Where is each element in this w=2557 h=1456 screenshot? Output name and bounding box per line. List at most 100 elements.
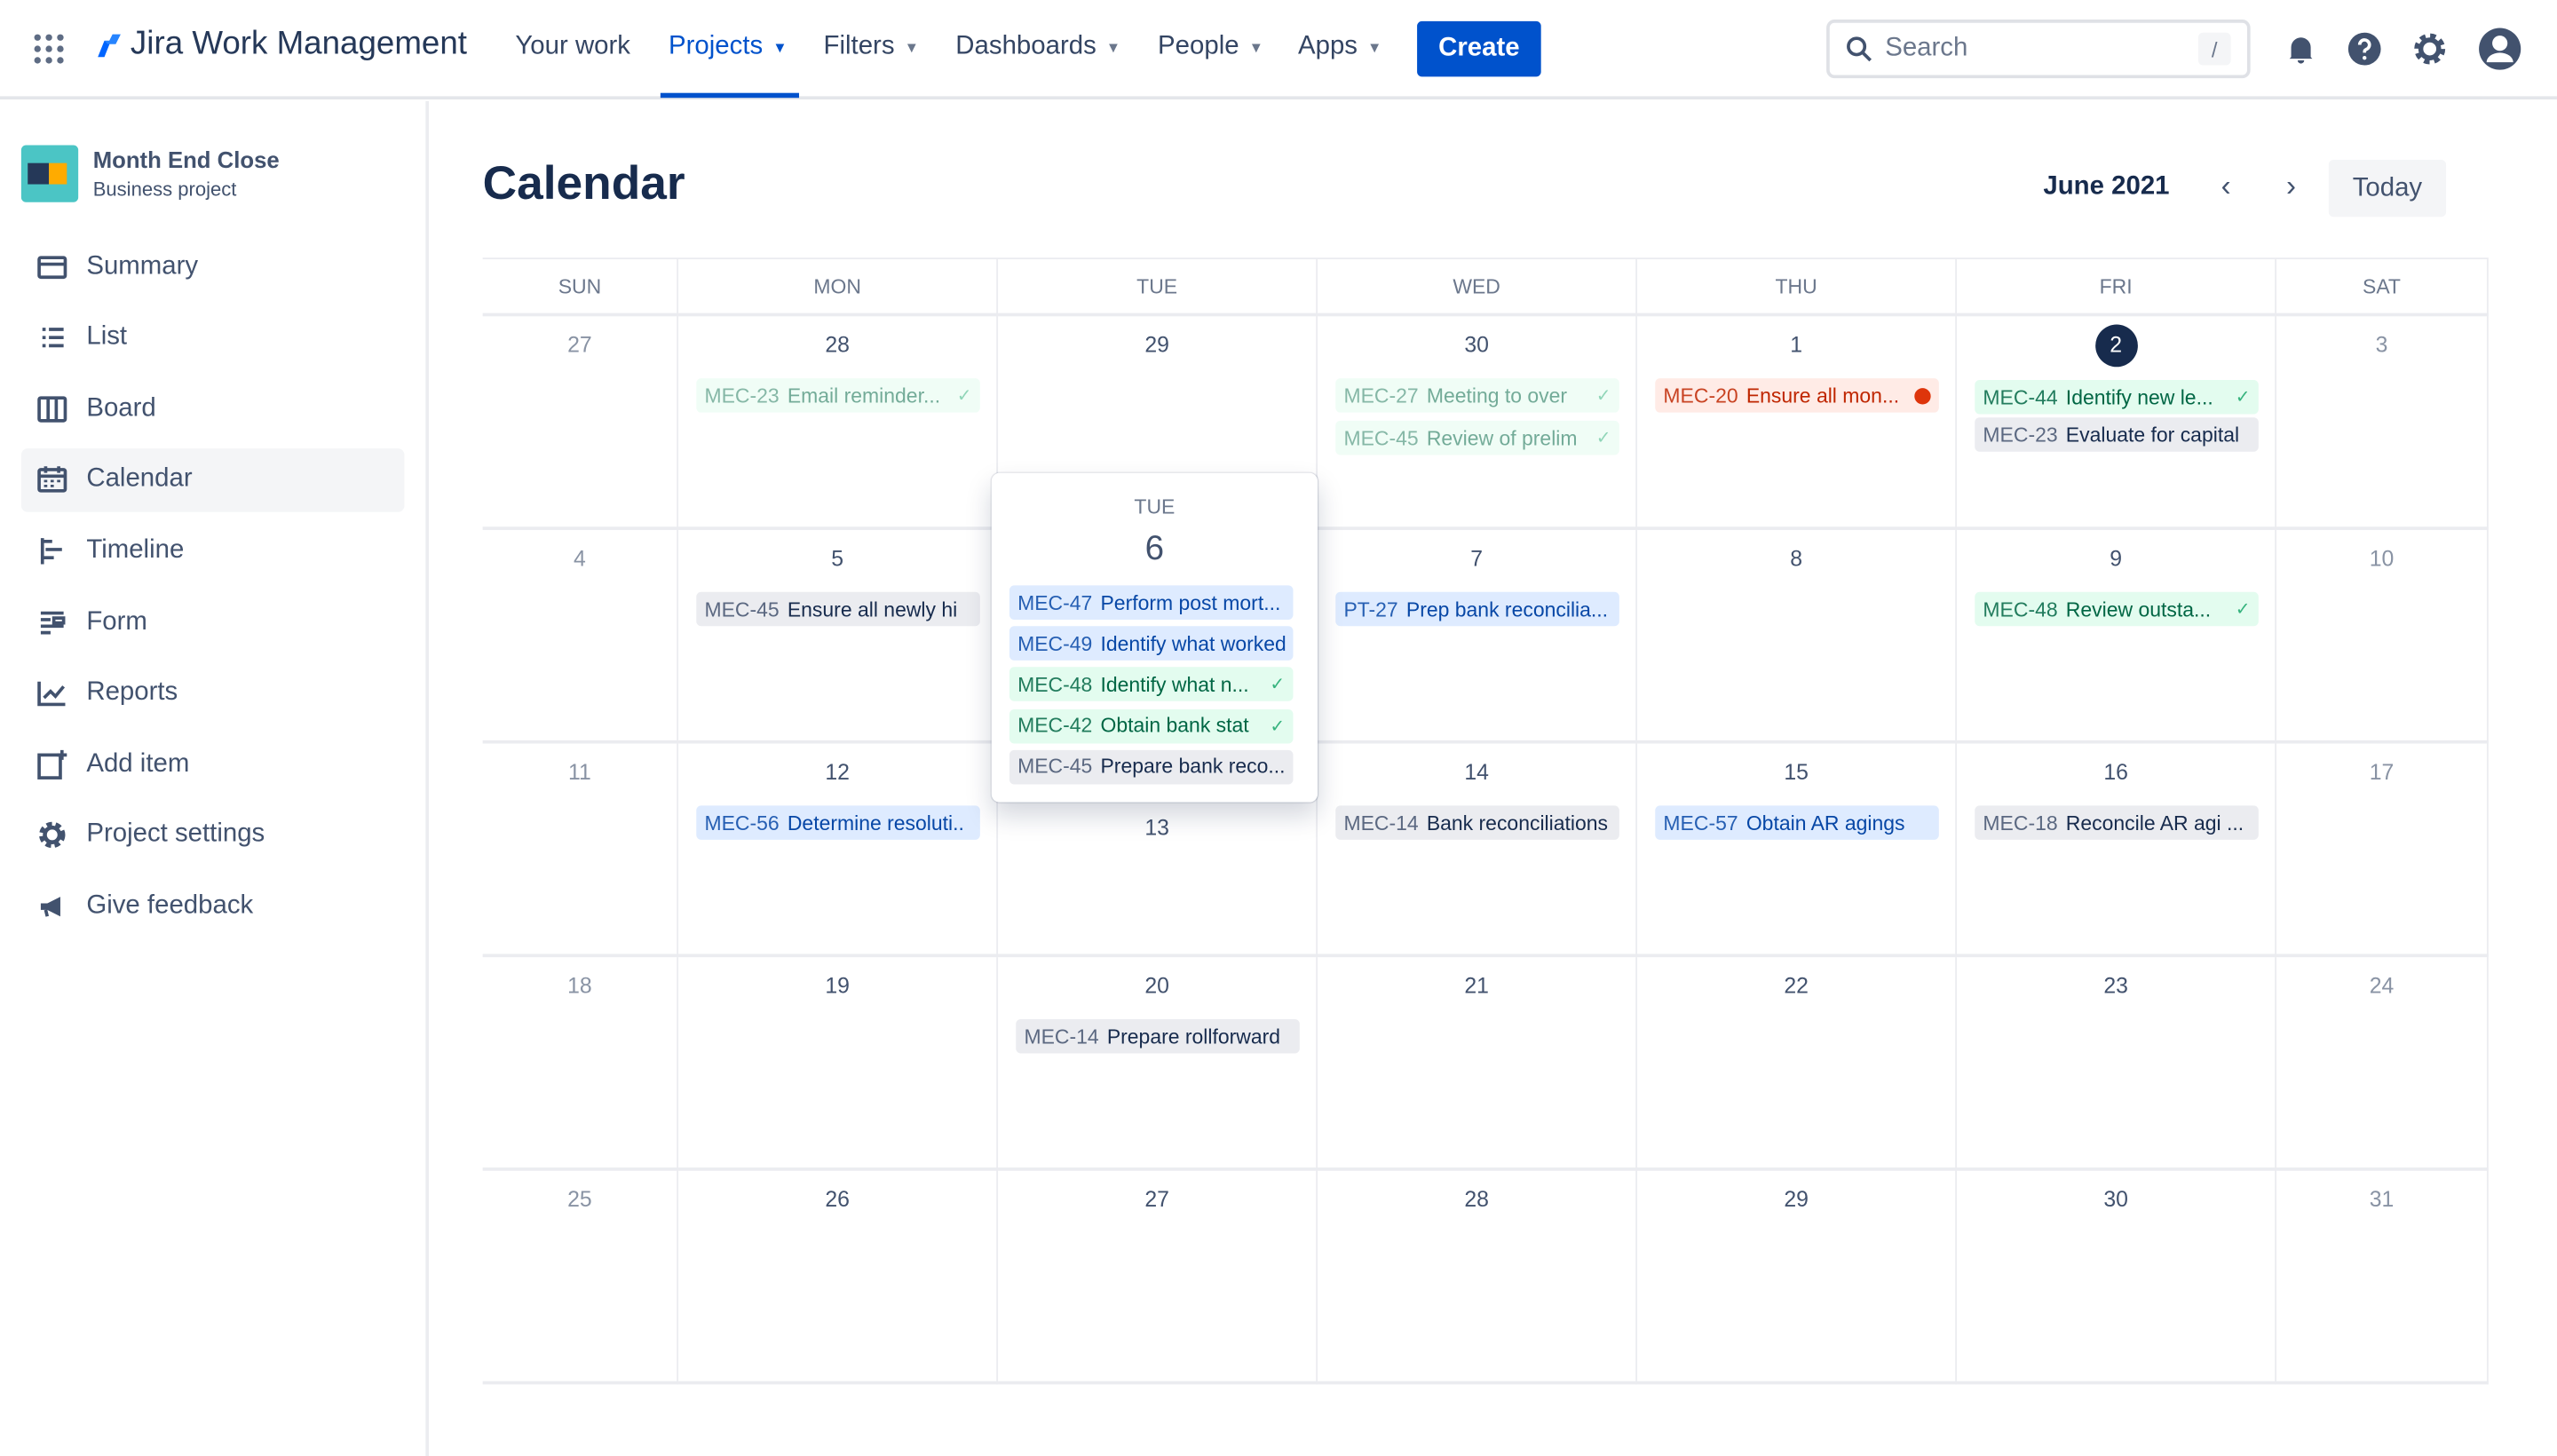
project-header[interactable]: Month End Close Business project — [20, 145, 280, 202]
day-cell[interactable]: 18 — [482, 957, 679, 1171]
day-cell[interactable]: 28 MEC-23 Email reminder... ✓ — [678, 316, 999, 530]
event-chip[interactable]: MEC-48 Identify what n... ✓ — [1009, 667, 1294, 702]
event-chip[interactable]: MEC-44 Identify new le... ✓ — [1975, 379, 2259, 415]
day-cell[interactable]: 28 — [1318, 1170, 1638, 1385]
day-cell[interactable]: 31 — [2276, 1170, 2489, 1385]
sidebar-item-timeline[interactable]: Timeline — [21, 519, 405, 583]
event-chip[interactable]: PT-27 Prep bank reconcilia... — [1335, 591, 1619, 627]
search-placeholder: Search — [1885, 34, 1968, 62]
sidebar-item-list[interactable]: List — [21, 306, 405, 370]
avatar[interactable] — [2477, 26, 2522, 71]
day-number: 3 — [2276, 333, 2487, 358]
calendar-icon — [37, 466, 67, 494]
day-cell[interactable]: 16 MEC-18 Reconcile AR agi ... — [1957, 743, 2277, 958]
event-chip[interactable]: MEC-49 Identify what worked — [1009, 626, 1294, 661]
day-number-text: 27 — [567, 332, 592, 358]
day-cell[interactable]: 22 — [1637, 957, 1958, 1171]
search-input[interactable]: Search / — [1826, 20, 2251, 79]
day-cell[interactable]: 17 — [2276, 743, 2489, 958]
event-chip[interactable]: MEC-23 Evaluate for capital — [1975, 417, 2259, 452]
issue-key: MEC-20 — [1663, 384, 1738, 408]
event-chip[interactable]: MEC-48 Review outsta... ✓ — [1975, 591, 2259, 627]
day-number-text: 30 — [1464, 332, 1489, 358]
day-number: 5 — [678, 546, 996, 571]
sidebar-item-give-feedback[interactable]: Give feedback — [21, 874, 405, 938]
event-chip[interactable]: MEC-20 Ensure all mon... — [1655, 378, 1939, 413]
previous-month-button[interactable]: ‹ — [2221, 170, 2231, 202]
weekday-header: TUE — [998, 259, 1318, 317]
day-cell[interactable]: 14 MEC-14 Bank reconciliations — [1318, 743, 1638, 958]
day-cell[interactable]: 29 — [1637, 1170, 1958, 1385]
nav-apps[interactable]: Apps ▼ — [1298, 33, 1381, 62]
event-chip[interactable]: MEC-45 Ensure all newly hi — [696, 591, 980, 627]
day-cell[interactable]: 26 — [678, 1170, 999, 1385]
sidebar-item-project-settings[interactable]: Project settings — [21, 803, 405, 867]
create-button[interactable]: Create — [1417, 20, 1541, 77]
event-chip[interactable]: MEC-56 Determine resoluti.. — [696, 805, 980, 840]
sidebar-item-board[interactable]: Board — [21, 377, 405, 441]
jira-logo[interactable]: Jira Work Management — [95, 26, 467, 63]
day-number-text: 19 — [825, 973, 850, 999]
day-cell[interactable]: 3 — [2276, 316, 2489, 530]
day-number-text: 14 — [1464, 759, 1489, 785]
gear-icon[interactable] — [2411, 29, 2450, 68]
list-icon — [42, 328, 64, 348]
day-cell[interactable]: 30 MEC-27 Meeting to over ✓ MEC-45 Review of … — [1318, 316, 1638, 530]
sidebar-item-calendar[interactable]: Calendar — [20, 447, 405, 512]
sidebar-item-reports[interactable]: Reports — [21, 661, 405, 725]
day-cell[interactable]: 23 — [1957, 957, 2277, 1171]
day-cell[interactable]: 27 — [998, 1170, 1318, 1385]
event-chip[interactable]: MEC-23 Email reminder... ✓ — [696, 378, 980, 413]
day-cell[interactable]: 7 PT-27 Prep bank reconcilia... — [1318, 529, 1638, 744]
day-number: 20 — [998, 974, 1316, 999]
bell-icon[interactable] — [2282, 29, 2321, 68]
day-cell[interactable]: 2 MEC-44 Identify new le... ✓ MEC-23 Evaluate… — [1957, 316, 2277, 530]
nav-your-work[interactable]: Your work — [515, 33, 630, 62]
day-cell[interactable]: 25 — [482, 1170, 679, 1385]
nav-people[interactable]: People ▼ — [1158, 33, 1263, 62]
event-chip[interactable]: MEC-57 Obtain AR agings — [1655, 805, 1939, 840]
day-number-text: 8 — [1790, 546, 1803, 571]
sidebar-item-add-item[interactable]: Add item — [21, 732, 405, 796]
day-cell[interactable]: 24 — [2276, 957, 2489, 1171]
day-cell[interactable]: 10 — [2276, 529, 2489, 744]
event-chip[interactable]: MEC-14 Bank reconciliations — [1335, 805, 1619, 840]
nav-label: Dashboards — [955, 32, 1096, 60]
app-switcher-icon[interactable] — [34, 34, 64, 64]
day-number: 31 — [2276, 1187, 2487, 1212]
day-cell[interactable]: 1 MEC-20 Ensure all mon... — [1637, 316, 1958, 530]
day-cell[interactable]: 12 MEC-56 Determine resoluti.. — [678, 743, 999, 958]
day-cell[interactable]: 27 — [482, 316, 679, 530]
day-number-text: 16 — [2103, 759, 2128, 785]
day-cell[interactable]: 13 — [998, 743, 1318, 958]
event-chip[interactable]: MEC-45 Review of prelim ✓ — [1335, 420, 1619, 455]
sidebar-item-form[interactable]: Form — [21, 590, 405, 654]
day-cell[interactable]: 11 — [482, 743, 679, 958]
day-cell[interactable]: 5 MEC-45 Ensure all newly hi — [678, 529, 999, 744]
day-cell[interactable]: 20 MEC-14 Prepare rollforward — [998, 957, 1318, 1171]
today-button[interactable]: Today — [2328, 159, 2447, 218]
nav-filters[interactable]: Filters ▼ — [824, 33, 919, 62]
event-chip[interactable]: MEC-47 Perform post mort... — [1009, 585, 1294, 620]
issue-summary: Perform post mort... — [1100, 590, 1281, 614]
sidebar-item-summary[interactable]: Summary — [21, 234, 405, 298]
nav-dashboards[interactable]: Dashboards ▼ — [955, 33, 1120, 62]
day-cell[interactable]: 8 — [1637, 529, 1958, 744]
next-month-button[interactable]: › — [2286, 170, 2297, 202]
issue-summary: Meeting to over — [1426, 384, 1568, 408]
day-cell[interactable]: 15 MEC-57 Obtain AR agings — [1637, 743, 1958, 958]
event-chip[interactable]: MEC-27 Meeting to over ✓ — [1335, 378, 1619, 413]
check-icon: ✓ — [956, 386, 972, 407]
day-cell[interactable]: 21 — [1318, 957, 1638, 1171]
event-chip[interactable]: MEC-45 Prepare bank reco... — [1009, 749, 1294, 785]
event-chip[interactable]: MEC-14 Prepare rollforward — [1016, 1018, 1300, 1054]
day-cell[interactable]: 9 MEC-48 Review outsta... ✓ — [1957, 529, 2277, 744]
day-cell[interactable]: 4 — [482, 529, 679, 744]
issue-summary: Prepare bank reco... — [1100, 755, 1286, 779]
day-cell[interactable]: 30 — [1957, 1170, 2277, 1385]
event-chip[interactable]: MEC-42 Obtain bank stat ✓ — [1009, 708, 1294, 743]
day-cell[interactable]: 19 — [678, 957, 999, 1171]
event-chip[interactable]: MEC-18 Reconcile AR agi ... — [1975, 805, 2259, 840]
help-icon[interactable] — [2345, 29, 2384, 68]
nav-projects[interactable]: Projects ▼ — [669, 33, 788, 62]
